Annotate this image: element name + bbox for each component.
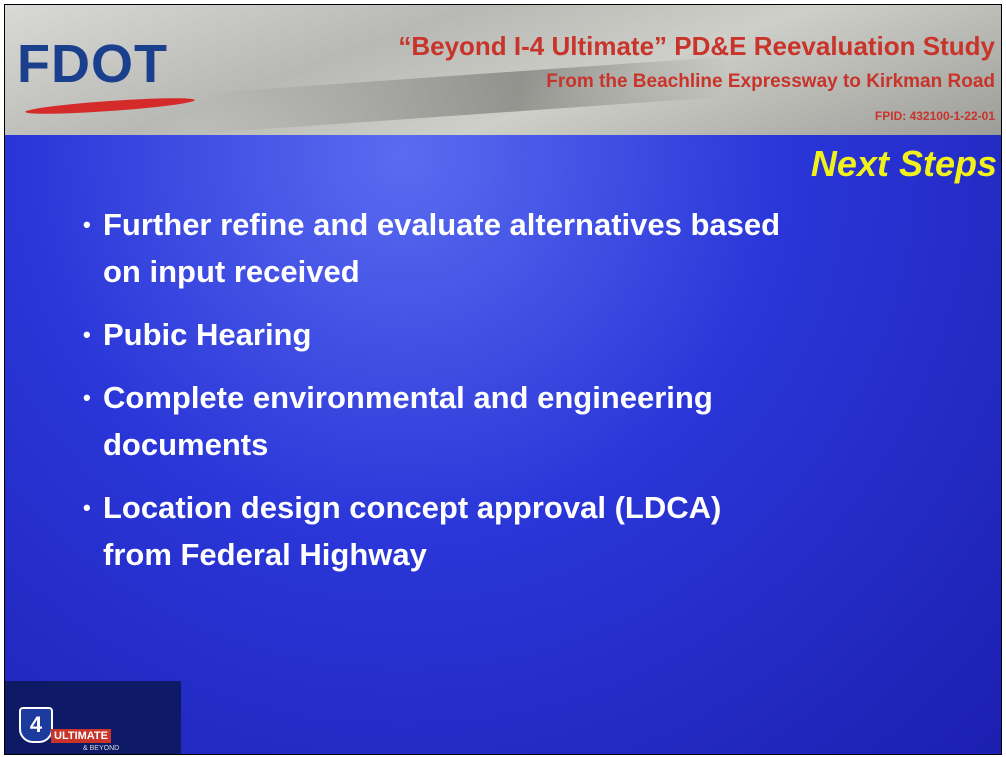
logo: FDOT xyxy=(17,33,168,95)
bullet: Complete environmental and engineering d… xyxy=(83,374,783,468)
bullet: Pubic Hearing xyxy=(83,311,783,358)
bullet-list: Further refine and evaluate alternatives… xyxy=(83,201,783,594)
logo-swoosh xyxy=(25,95,195,117)
header-subtitle: From the Beachline Expressway to Kirkman… xyxy=(546,71,995,93)
header: FDOT “Beyond I-4 Ultimate” PD&E Reevalua… xyxy=(5,5,1001,135)
slide: FDOT “Beyond I-4 Ultimate” PD&E Reevalua… xyxy=(4,4,1002,755)
header-title: “Beyond I-4 Ultimate” PD&E Reevaluation … xyxy=(398,31,995,62)
logo-tagline: & BEYOND xyxy=(83,745,119,752)
slide-heading: Next Steps xyxy=(811,143,997,185)
page: FDOT “Beyond I-4 Ultimate” PD&E Reevalua… xyxy=(0,0,1006,757)
footer-logo: 4 ULTIMATE & BEYOND xyxy=(5,681,181,754)
bullet: Further refine and evaluate alternatives… xyxy=(83,201,783,295)
road-photo xyxy=(205,57,725,133)
bullet: Location design concept approval (LDCA) … xyxy=(83,484,783,578)
shield: 4 xyxy=(19,707,53,743)
logo-name: ULTIMATE xyxy=(51,729,111,743)
fpid: FPID: 432100-1-22-01 xyxy=(875,109,995,123)
